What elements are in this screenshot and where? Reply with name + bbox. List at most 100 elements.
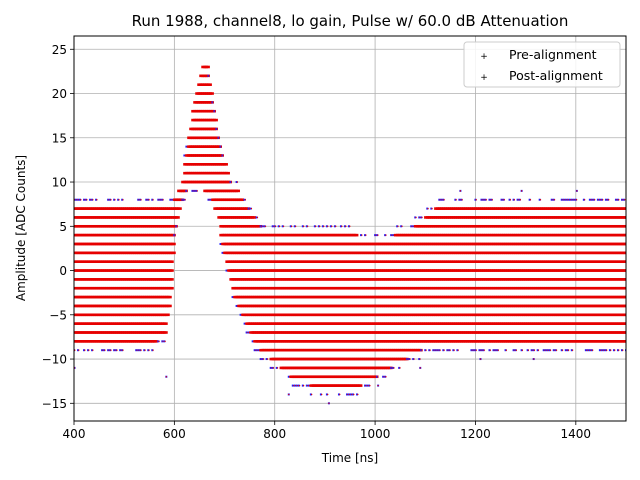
point-post-alignment: [527, 349, 530, 351]
point-post-alignment: [501, 199, 503, 201]
point-post-alignment: [572, 349, 574, 351]
point-post-alignment: [471, 349, 473, 351]
point-post-alignment: [435, 349, 437, 351]
point-pre-alignment: [588, 349, 591, 352]
point-pre-alignment: [75, 198, 78, 201]
x-axis-label: Time [ns]: [321, 451, 378, 465]
point-pre-alignment: [195, 189, 198, 192]
point-post-alignment: [521, 349, 524, 351]
point-post-alignment: [622, 286, 626, 290]
point-post-alignment: [274, 225, 277, 227]
point-post-alignment: [351, 393, 353, 396]
point-pre-alignment: [193, 189, 196, 192]
point-post-alignment: [604, 349, 606, 351]
point-pre-alignment: [442, 198, 445, 201]
point-pre-alignment: [438, 349, 441, 352]
point-post-alignment: [136, 349, 138, 351]
point-pre-alignment: [145, 198, 148, 201]
point-pre-alignment: [448, 349, 451, 352]
point-pre-alignment: [173, 234, 176, 237]
point-pre-alignment: [309, 393, 312, 396]
point-pre-alignment: [472, 349, 475, 352]
point-post-alignment: [108, 199, 110, 201]
point-pre-alignment: [598, 198, 601, 201]
point-post-alignment: [588, 349, 590, 351]
point-post-alignment: [148, 199, 150, 201]
point-pre-alignment: [217, 136, 220, 139]
point-pre-alignment: [436, 349, 439, 352]
point-post-alignment: [537, 349, 540, 351]
y-tick-label: 15: [52, 131, 67, 145]
point-pre-alignment: [470, 349, 473, 352]
point-post-alignment: [622, 233, 626, 237]
point-pre-alignment: [269, 366, 272, 369]
point-post-alignment: [624, 207, 626, 210]
point-post-alignment: [341, 225, 343, 227]
point-pre-alignment: [121, 198, 124, 201]
point-pre-alignment: [319, 393, 322, 396]
y-tick-label: 20: [52, 87, 67, 101]
point-post-alignment: [162, 340, 164, 342]
point-pre-alignment: [245, 331, 248, 334]
point-post-alignment: [391, 367, 393, 369]
point-post-alignment: [624, 331, 626, 334]
y-tick-label: −15: [42, 397, 67, 411]
data-points: [74, 65, 626, 405]
point-pre-alignment: [77, 198, 80, 201]
x-tick-label: 600: [163, 427, 186, 441]
point-pre-alignment: [301, 225, 304, 228]
legend-marker-post-alignment: +: [480, 73, 488, 83]
point-post-alignment: [353, 393, 355, 396]
point-post-alignment: [116, 349, 118, 351]
point-post-alignment: [377, 376, 379, 378]
point-post-alignment: [288, 376, 291, 378]
point-post-alignment: [163, 331, 168, 334]
point-pre-alignment: [426, 207, 429, 210]
point-post-alignment: [349, 225, 351, 227]
point-pre-alignment: [356, 393, 359, 396]
point-post-alignment: [401, 225, 403, 227]
point-pre-alignment: [119, 349, 122, 352]
point-pre-alignment: [295, 384, 298, 387]
point-post-alignment: [212, 101, 214, 103]
point-pre-alignment: [480, 198, 483, 201]
point-pre-alignment: [412, 225, 415, 228]
point-post-alignment: [517, 199, 520, 201]
point-post-alignment: [120, 349, 122, 351]
point-post-alignment: [385, 234, 387, 236]
point-post-alignment: [323, 225, 325, 227]
point-post-alignment: [600, 349, 602, 351]
point-post-alignment: [529, 199, 532, 201]
point-post-alignment: [547, 349, 550, 351]
point-pre-alignment: [518, 198, 521, 201]
point-post-alignment: [622, 260, 626, 263]
point-post-alignment: [624, 216, 626, 219]
point-pre-alignment: [169, 198, 172, 201]
point-post-alignment: [513, 199, 515, 201]
point-post-alignment: [443, 349, 445, 351]
point-pre-alignment: [293, 225, 296, 228]
point-pre-alignment: [392, 366, 395, 369]
point-post-alignment: [431, 207, 433, 210]
point-post-alignment: [244, 323, 247, 325]
point-post-alignment: [413, 358, 415, 360]
point-post-alignment: [383, 376, 385, 378]
point-post-alignment: [218, 137, 220, 139]
point-post-alignment: [278, 225, 281, 227]
point-post-alignment: [222, 252, 224, 254]
point-pre-alignment: [211, 101, 214, 104]
point-post-alignment: [545, 349, 548, 351]
point-pre-alignment: [171, 198, 174, 201]
point-post-alignment: [622, 313, 626, 317]
point-pre-alignment: [251, 340, 254, 343]
point-pre-alignment: [207, 198, 210, 201]
chart-title: Run 1988, channel8, lo gain, Pulse w/ 60…: [132, 12, 569, 30]
point-pre-alignment: [458, 198, 461, 201]
point-pre-alignment: [542, 349, 545, 352]
point-pre-alignment: [305, 225, 308, 228]
point-post-alignment: [175, 216, 180, 219]
point-pre-alignment: [143, 349, 146, 352]
point-post-alignment: [622, 251, 626, 255]
point-pre-alignment: [432, 349, 435, 352]
